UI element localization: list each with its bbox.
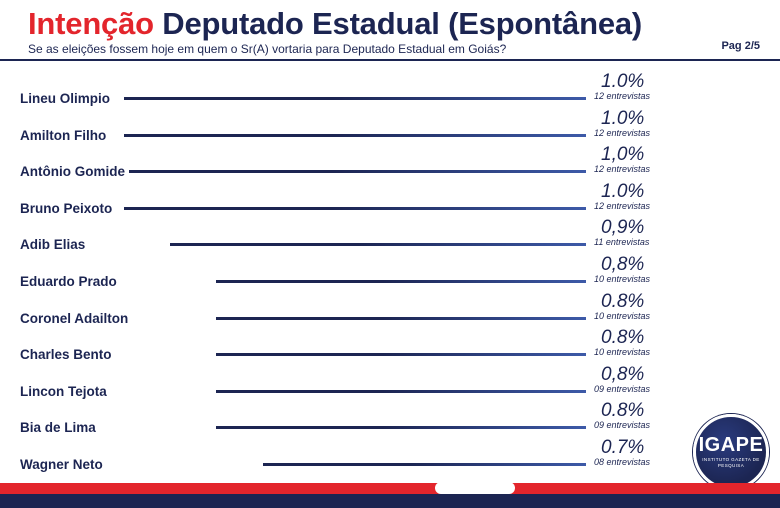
value-label: 1.0% bbox=[601, 71, 645, 92]
chart-row: Lincon Tejota 0,8% 09 entrevistas bbox=[0, 364, 780, 403]
count-label: 11 entrevistas bbox=[594, 237, 650, 247]
footer-red-band bbox=[0, 483, 780, 494]
bar bbox=[170, 243, 586, 246]
chart-row: Adib Elias 0,9% 11 entrevistas bbox=[0, 217, 780, 256]
value-label: 0.7% bbox=[601, 437, 645, 458]
value-label: 1.0% bbox=[601, 181, 645, 202]
bar bbox=[262, 463, 586, 466]
value-label: 1.0% bbox=[601, 108, 645, 129]
candidate-label: Amilton Filho bbox=[20, 128, 111, 143]
value-label: 0.8% bbox=[601, 291, 645, 312]
bar bbox=[216, 426, 586, 429]
bar bbox=[124, 134, 586, 137]
candidate-label: Lincon Tejota bbox=[20, 384, 111, 399]
title-main: Deputado Estadual (Espontânea) bbox=[162, 6, 643, 41]
value-label: 1,0% bbox=[601, 144, 645, 165]
value-label: 0,9% bbox=[601, 217, 645, 238]
chart-row: Antônio Gomide 1,0% 12 entrevistas bbox=[0, 144, 780, 183]
footer-navy-band bbox=[0, 494, 780, 508]
chart-row: Coronel Adailton 0.8% 10 entrevistas bbox=[0, 291, 780, 330]
chart-row: Amilton Filho 1.0% 12 entrevistas bbox=[0, 108, 780, 147]
count-label: 08 entrevistas bbox=[594, 457, 651, 467]
bar bbox=[216, 317, 586, 320]
igape-logo: IGAPE INSTITUTO GAZETA DE PESQUISA bbox=[693, 414, 769, 490]
count-label: 12 entrevistas bbox=[594, 91, 651, 101]
question-subtitle: Se as eleições fossem hoje em quem o Sr(… bbox=[28, 42, 507, 56]
chart-row: Charles Bento 0.8% 10 entrevistas bbox=[0, 327, 780, 366]
value-label: 0,8% bbox=[601, 364, 645, 385]
count-label: 12 entrevistas bbox=[594, 128, 651, 138]
page-title: Intenção Deputado Estadual (Espontânea) bbox=[28, 4, 642, 44]
page-indicator: Pag 2/5 bbox=[721, 40, 760, 52]
chart-row: Eduardo Prado 0,8% 10 entrevistas bbox=[0, 254, 780, 293]
title-highlight: Intenção bbox=[28, 6, 154, 41]
header-divider bbox=[0, 59, 780, 61]
chart-row: Bia de Lima 0.8% 09 entrevistas bbox=[0, 400, 780, 439]
candidate-label: Adib Elias bbox=[20, 237, 90, 252]
candidate-label: Bruno Peixoto bbox=[20, 201, 117, 216]
candidate-label: Eduardo Prado bbox=[20, 274, 121, 289]
logo-subtitle: INSTITUTO GAZETA DE PESQUISA bbox=[702, 457, 760, 468]
bar bbox=[216, 280, 586, 283]
footer-pill bbox=[435, 482, 515, 494]
value-label: 0.8% bbox=[601, 327, 645, 348]
candidate-label: Lineu Olimpio bbox=[20, 91, 114, 106]
candidate-label: Bia de Lima bbox=[20, 420, 100, 435]
bar bbox=[124, 97, 586, 100]
value-label: 0,8% bbox=[601, 254, 645, 275]
bar bbox=[216, 353, 586, 356]
count-label: 12 entrevistas bbox=[594, 164, 651, 174]
candidate-label: Charles Bento bbox=[20, 347, 116, 362]
candidate-label: Antônio Gomide bbox=[20, 164, 129, 179]
count-label: 09 entrevistas bbox=[594, 384, 651, 394]
value-label: 0.8% bbox=[601, 400, 645, 421]
count-label: 12 entrevistas bbox=[594, 201, 651, 211]
bar bbox=[124, 170, 586, 173]
count-label: 09 entrevistas bbox=[594, 420, 651, 430]
candidate-label: Wagner Neto bbox=[20, 457, 107, 472]
chart-row: Lineu Olimpio 1.0% 12 entrevistas bbox=[0, 71, 780, 110]
logo-text: IGAPE bbox=[698, 434, 764, 456]
chart-row: Wagner Neto 0.7% 08 entrevistas bbox=[0, 437, 780, 476]
candidate-label: Coronel Adailton bbox=[20, 311, 133, 326]
count-label: 10 entrevistas bbox=[594, 274, 651, 284]
count-label: 10 entrevistas bbox=[594, 347, 651, 357]
bar bbox=[124, 207, 586, 210]
count-label: 10 entrevistas bbox=[594, 311, 651, 321]
chart-row: Bruno Peixoto 1.0% 12 entrevistas bbox=[0, 181, 780, 220]
bar bbox=[216, 390, 586, 393]
